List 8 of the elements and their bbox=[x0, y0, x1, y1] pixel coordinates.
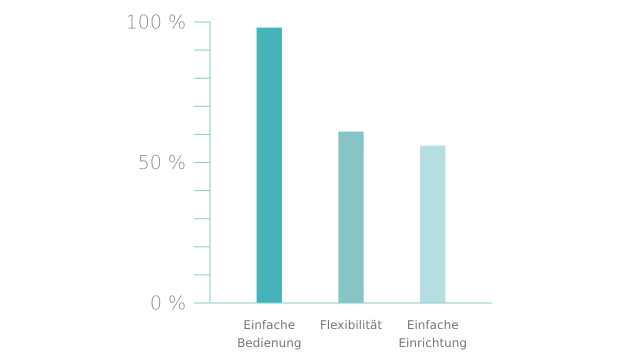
x-tick-label: Flexibilität bbox=[320, 318, 382, 332]
bar bbox=[420, 146, 446, 303]
y-tick-label: 100 % bbox=[126, 12, 186, 34]
bar bbox=[256, 28, 282, 303]
y-tick-label: 50 % bbox=[138, 152, 186, 174]
y-tick-label: 0 % bbox=[150, 292, 186, 315]
x-tick-label: Einfache Bedienung bbox=[237, 318, 302, 350]
x-tick-label: Einfache Einrichtung bbox=[398, 318, 468, 350]
